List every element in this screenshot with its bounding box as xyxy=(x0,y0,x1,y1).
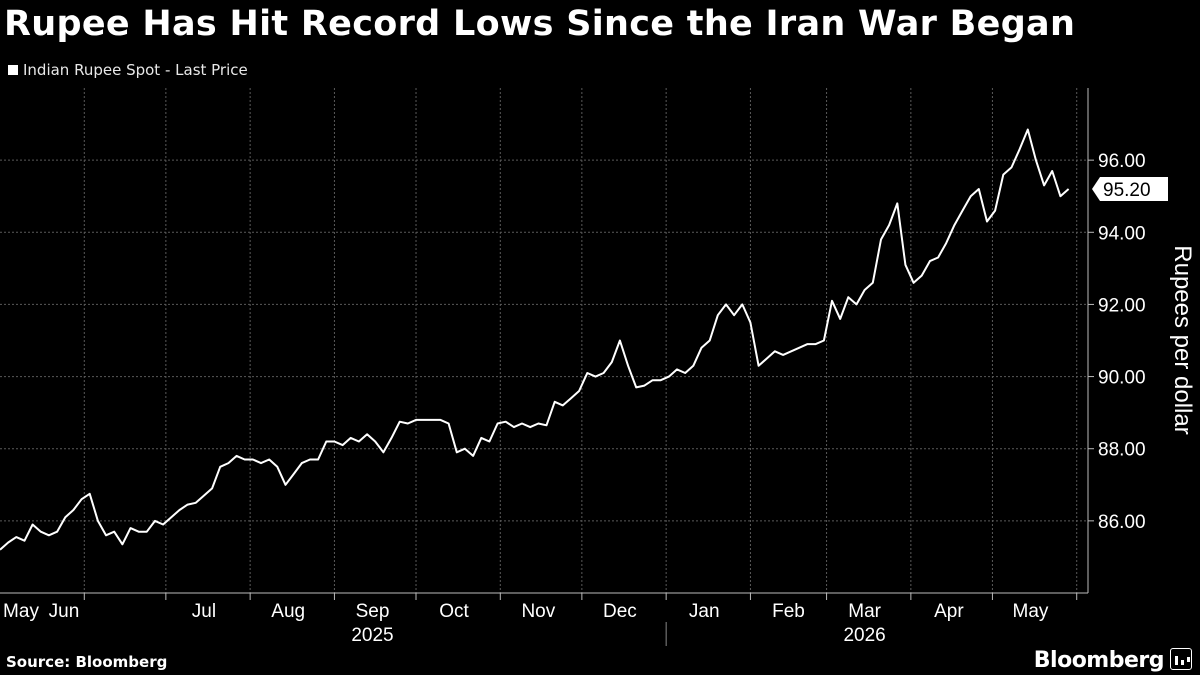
series-line xyxy=(0,128,1070,551)
x-tick-label: Mar xyxy=(848,601,881,622)
x-tick-label: Oct xyxy=(439,601,469,622)
y-tick-label: 92.00 xyxy=(1098,295,1146,316)
x-tick-label: May xyxy=(1013,601,1049,622)
x-tick-label: Sep xyxy=(356,601,390,622)
x-tick-label: Dec xyxy=(603,601,637,622)
x-tick-label: Feb xyxy=(772,601,805,622)
last-value-callout xyxy=(1092,177,1168,201)
chart-title: Rupee Has Hit Record Lows Since the Iran… xyxy=(4,4,1076,44)
year-label: 2026 xyxy=(843,625,885,646)
y-tick-label: 86.00 xyxy=(1098,512,1146,533)
y-axis-title: Rupees per dollar xyxy=(1169,245,1196,434)
x-tick-label: May xyxy=(3,601,39,622)
x-tick-label: Jun xyxy=(49,601,80,622)
x-tick-label: Jul xyxy=(192,601,216,622)
legend: Indian Rupee Spot - Last Price xyxy=(8,61,248,79)
source-note: Source: Bloomberg xyxy=(6,653,168,671)
last-value-label: 95.20 xyxy=(1103,180,1151,201)
bloomberg-logo: Bloomberg xyxy=(1033,648,1165,673)
x-tick-label: Jan xyxy=(689,601,720,622)
y-tick-label: 94.00 xyxy=(1098,223,1146,244)
y-tick-label: 90.00 xyxy=(1098,368,1146,389)
year-label: 2025 xyxy=(351,625,393,646)
x-tick-label: Nov xyxy=(521,601,555,622)
legend-swatch xyxy=(8,65,18,75)
x-tick-label: Apr xyxy=(934,601,964,622)
y-tick-label: 88.00 xyxy=(1098,440,1146,461)
y-tick-label: 96.00 xyxy=(1098,151,1146,172)
legend-label: Indian Rupee Spot - Last Price xyxy=(23,61,248,79)
x-tick-label: Aug xyxy=(271,601,305,622)
bloomberg-chart-icon xyxy=(1170,648,1192,670)
